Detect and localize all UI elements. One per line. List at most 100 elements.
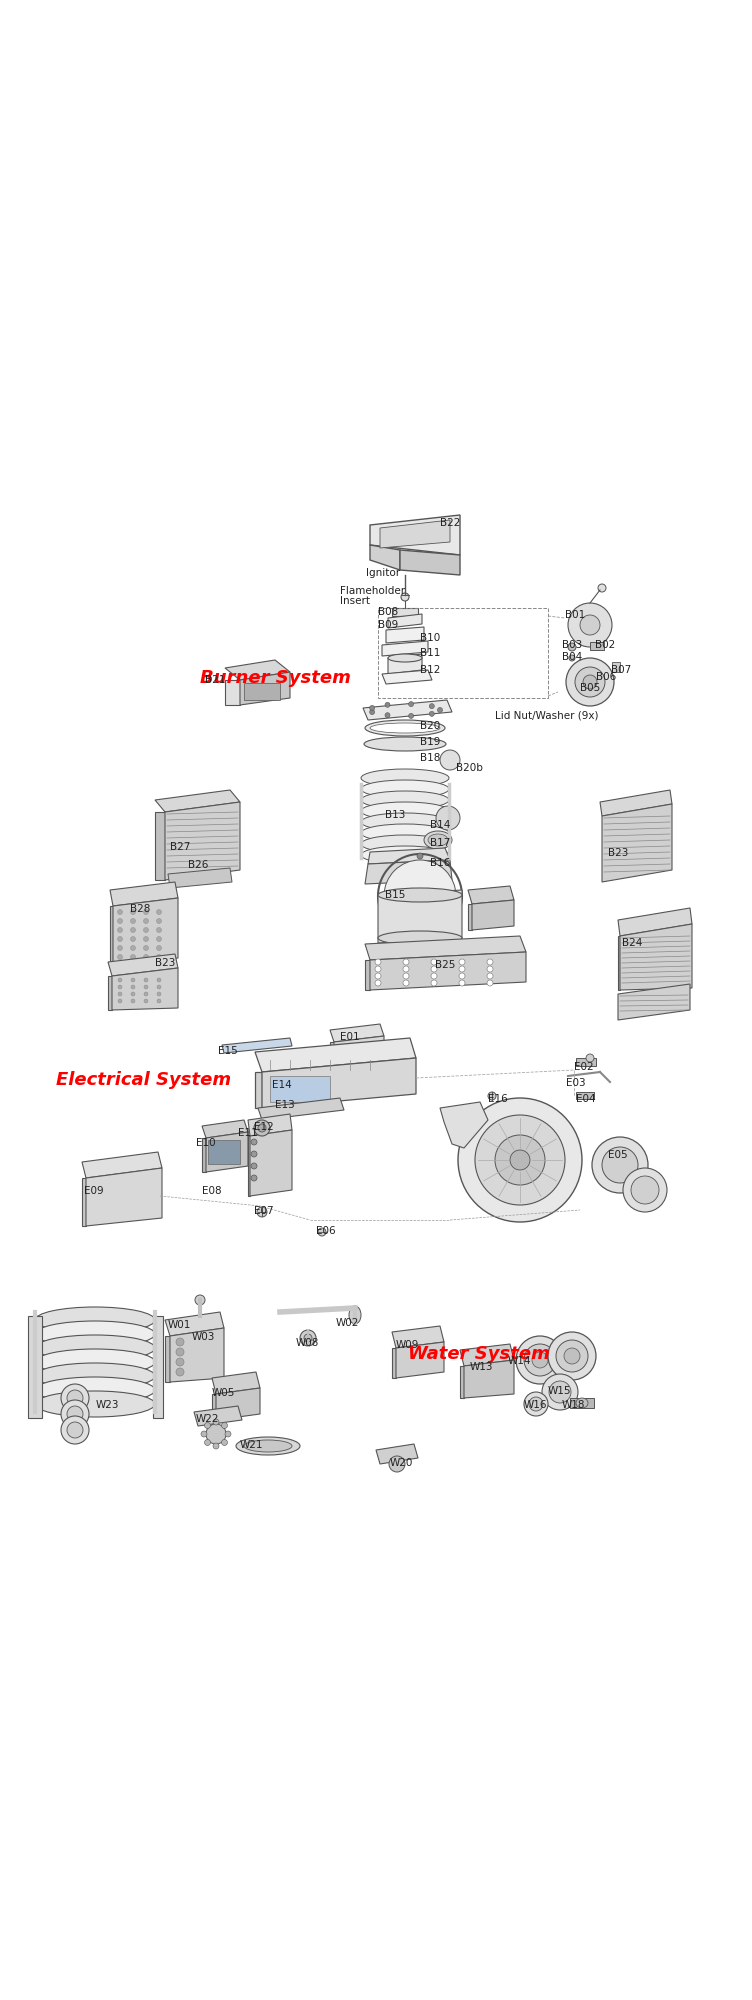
Circle shape xyxy=(403,960,409,966)
Polygon shape xyxy=(386,628,424,644)
Polygon shape xyxy=(262,1058,416,1108)
Circle shape xyxy=(431,960,437,966)
Circle shape xyxy=(382,912,388,920)
Polygon shape xyxy=(334,1036,384,1056)
Circle shape xyxy=(568,604,612,648)
Circle shape xyxy=(459,960,465,966)
Polygon shape xyxy=(376,1444,418,1464)
Circle shape xyxy=(131,984,135,988)
Ellipse shape xyxy=(35,1308,155,1332)
Text: E13: E13 xyxy=(275,1100,295,1110)
Polygon shape xyxy=(460,1366,464,1398)
Polygon shape xyxy=(255,1072,262,1108)
Circle shape xyxy=(205,1440,211,1446)
Text: E10: E10 xyxy=(196,1138,216,1148)
Circle shape xyxy=(117,946,123,950)
Circle shape xyxy=(67,1422,83,1438)
Circle shape xyxy=(385,712,390,718)
Ellipse shape xyxy=(361,846,449,864)
Circle shape xyxy=(195,1296,205,1304)
Text: B08: B08 xyxy=(378,608,399,616)
Text: B13: B13 xyxy=(385,810,405,820)
Circle shape xyxy=(548,1332,596,1380)
Circle shape xyxy=(156,910,162,914)
Polygon shape xyxy=(382,640,428,656)
Polygon shape xyxy=(110,906,113,966)
Polygon shape xyxy=(248,1114,292,1136)
Circle shape xyxy=(157,992,161,996)
Text: W21: W21 xyxy=(240,1440,263,1450)
Circle shape xyxy=(510,1150,530,1170)
Polygon shape xyxy=(206,1132,248,1172)
Polygon shape xyxy=(330,1042,334,1056)
Polygon shape xyxy=(618,936,620,990)
Circle shape xyxy=(156,936,162,942)
Bar xyxy=(590,642,604,650)
Circle shape xyxy=(487,966,493,972)
Circle shape xyxy=(592,1136,648,1192)
Text: Lid Nut/Washer (9x): Lid Nut/Washer (9x) xyxy=(495,710,599,720)
Polygon shape xyxy=(248,1136,250,1196)
Circle shape xyxy=(156,918,162,924)
Polygon shape xyxy=(202,1138,206,1172)
Text: B25: B25 xyxy=(435,960,456,970)
Circle shape xyxy=(516,1336,564,1384)
Text: B01: B01 xyxy=(565,610,585,620)
Polygon shape xyxy=(382,670,432,684)
Polygon shape xyxy=(194,1406,242,1426)
Text: E08: E08 xyxy=(202,1186,222,1196)
Polygon shape xyxy=(365,960,370,990)
Ellipse shape xyxy=(424,832,452,848)
Circle shape xyxy=(144,992,148,996)
Polygon shape xyxy=(112,968,178,1010)
Circle shape xyxy=(304,1334,312,1342)
Circle shape xyxy=(429,704,435,708)
Text: W18: W18 xyxy=(562,1400,586,1410)
Polygon shape xyxy=(370,952,526,990)
Polygon shape xyxy=(468,886,514,904)
Ellipse shape xyxy=(236,1436,300,1456)
Ellipse shape xyxy=(35,1348,155,1376)
Circle shape xyxy=(131,918,135,924)
Polygon shape xyxy=(330,1024,384,1042)
Circle shape xyxy=(144,946,148,950)
Text: E01: E01 xyxy=(340,1032,359,1042)
Text: B20: B20 xyxy=(420,720,440,730)
Text: B02: B02 xyxy=(595,640,615,650)
Circle shape xyxy=(131,954,135,960)
Ellipse shape xyxy=(361,768,449,786)
Circle shape xyxy=(438,708,442,712)
Polygon shape xyxy=(365,936,526,960)
Circle shape xyxy=(176,1338,184,1346)
Bar xyxy=(576,1092,594,1100)
Polygon shape xyxy=(155,790,240,812)
Circle shape xyxy=(118,992,122,996)
Ellipse shape xyxy=(361,790,449,808)
Circle shape xyxy=(257,1206,267,1216)
Text: B15: B15 xyxy=(385,890,405,900)
Ellipse shape xyxy=(35,1320,155,1348)
Circle shape xyxy=(385,702,390,708)
Circle shape xyxy=(254,1120,270,1136)
Circle shape xyxy=(598,584,606,592)
Text: E04: E04 xyxy=(576,1094,596,1104)
Circle shape xyxy=(458,1098,582,1222)
Polygon shape xyxy=(602,804,672,882)
Polygon shape xyxy=(363,700,452,720)
Ellipse shape xyxy=(364,736,446,750)
Polygon shape xyxy=(113,898,178,966)
Text: B22: B22 xyxy=(440,518,460,528)
Text: B28: B28 xyxy=(130,904,150,914)
Circle shape xyxy=(440,750,460,770)
Text: B03: B03 xyxy=(562,640,582,650)
Circle shape xyxy=(117,954,123,960)
Text: B17: B17 xyxy=(430,838,450,848)
Circle shape xyxy=(459,980,465,986)
Ellipse shape xyxy=(365,720,445,736)
Circle shape xyxy=(131,992,135,996)
Text: E14: E14 xyxy=(272,1080,292,1090)
Bar xyxy=(612,662,620,672)
Ellipse shape xyxy=(35,1392,155,1416)
Circle shape xyxy=(157,984,161,988)
Text: B12: B12 xyxy=(420,664,441,676)
